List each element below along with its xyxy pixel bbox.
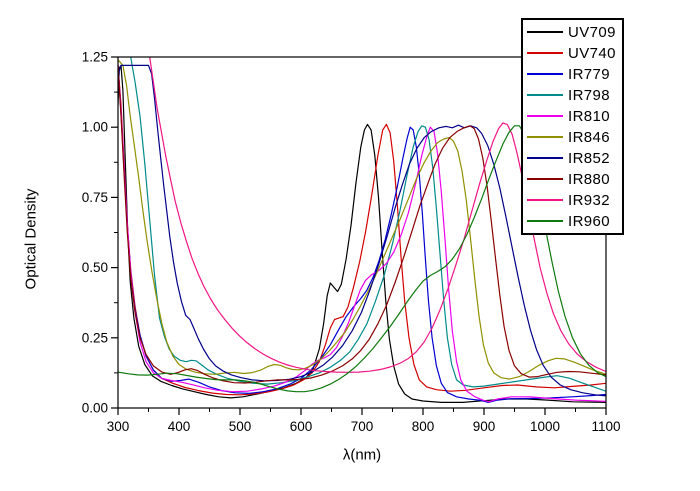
x-tick-label: 400 [168, 419, 191, 434]
legend-label: UV709 [568, 23, 616, 41]
x-axis-title: λ(nm) [342, 446, 382, 464]
x-tick-label: 700 [351, 419, 374, 434]
legend-color-line [527, 73, 563, 75]
legend: UV709 UV740 IR779 IR798 IR810 IR846 IR852 IR880… [521, 18, 624, 235]
legend-label: UV740 [568, 44, 616, 62]
legend-color-line [527, 31, 563, 33]
legend-label: IR810 [568, 107, 611, 125]
legend-color-line [527, 136, 563, 138]
series-line-IR852 [118, 64, 606, 397]
y-tick-label: 0.50 [82, 260, 108, 275]
x-tick-label: 800 [412, 419, 435, 434]
legend-item-IR880: IR880 [523, 169, 622, 189]
x-tick-label: 600 [290, 419, 313, 434]
legend-color-line [527, 199, 563, 201]
legend-item-IR932: IR932 [523, 190, 622, 210]
legend-color-line [527, 115, 563, 117]
legend-item-IR779: IR779 [523, 64, 622, 84]
legend-item-IR960: IR960 [523, 211, 622, 231]
legend-item-UV740: UV740 [523, 43, 622, 63]
legend-item-IR810: IR810 [523, 106, 622, 126]
y-axis-title: Optical Density [22, 188, 40, 290]
legend-color-line [527, 178, 563, 180]
legend-item-UV709: UV709 [523, 22, 622, 42]
y-tick-label: 1.00 [82, 120, 108, 135]
y-tick-label: 0.75 [82, 190, 108, 205]
x-tick-label: 1000 [530, 419, 560, 434]
series-line-IR846 [118, 59, 606, 380]
y-tick-label: 1.25 [82, 50, 108, 65]
y-tick-label: 0.00 [82, 401, 108, 416]
legend-item-IR798: IR798 [523, 85, 622, 105]
series-line-UV709 [118, 64, 606, 403]
y-tick-label: 0.25 [82, 330, 108, 345]
x-tick-label: 1100 [591, 419, 620, 434]
legend-color-line [527, 94, 563, 96]
x-tick-label: 900 [473, 419, 496, 434]
series-line-IR810 [118, 64, 606, 403]
legend-color-line [527, 157, 563, 159]
legend-label: IR779 [568, 65, 611, 83]
legend-item-IR852: IR852 [523, 148, 622, 168]
legend-label: IR846 [568, 128, 611, 146]
legend-label: IR880 [568, 170, 611, 188]
x-tick-label: 500 [229, 419, 252, 434]
legend-color-line [527, 220, 563, 222]
legend-label: IR960 [568, 212, 611, 230]
legend-label: IR798 [568, 86, 611, 104]
legend-label: IR932 [568, 191, 611, 209]
legend-color-line [527, 52, 563, 54]
x-tick-label: 300 [107, 419, 130, 434]
legend-label: IR852 [568, 149, 611, 167]
legend-item-IR846: IR846 [523, 127, 622, 147]
